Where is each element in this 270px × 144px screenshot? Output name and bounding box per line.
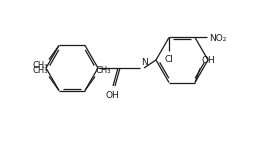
Text: N: N bbox=[141, 58, 148, 67]
Text: OH: OH bbox=[202, 56, 216, 65]
Text: CH₃: CH₃ bbox=[32, 66, 48, 74]
Text: NO₂: NO₂ bbox=[209, 34, 226, 43]
Text: Cl: Cl bbox=[164, 55, 173, 65]
Text: OH: OH bbox=[105, 91, 119, 100]
Text: CH₃: CH₃ bbox=[32, 61, 48, 70]
Text: CH₃: CH₃ bbox=[96, 66, 112, 74]
